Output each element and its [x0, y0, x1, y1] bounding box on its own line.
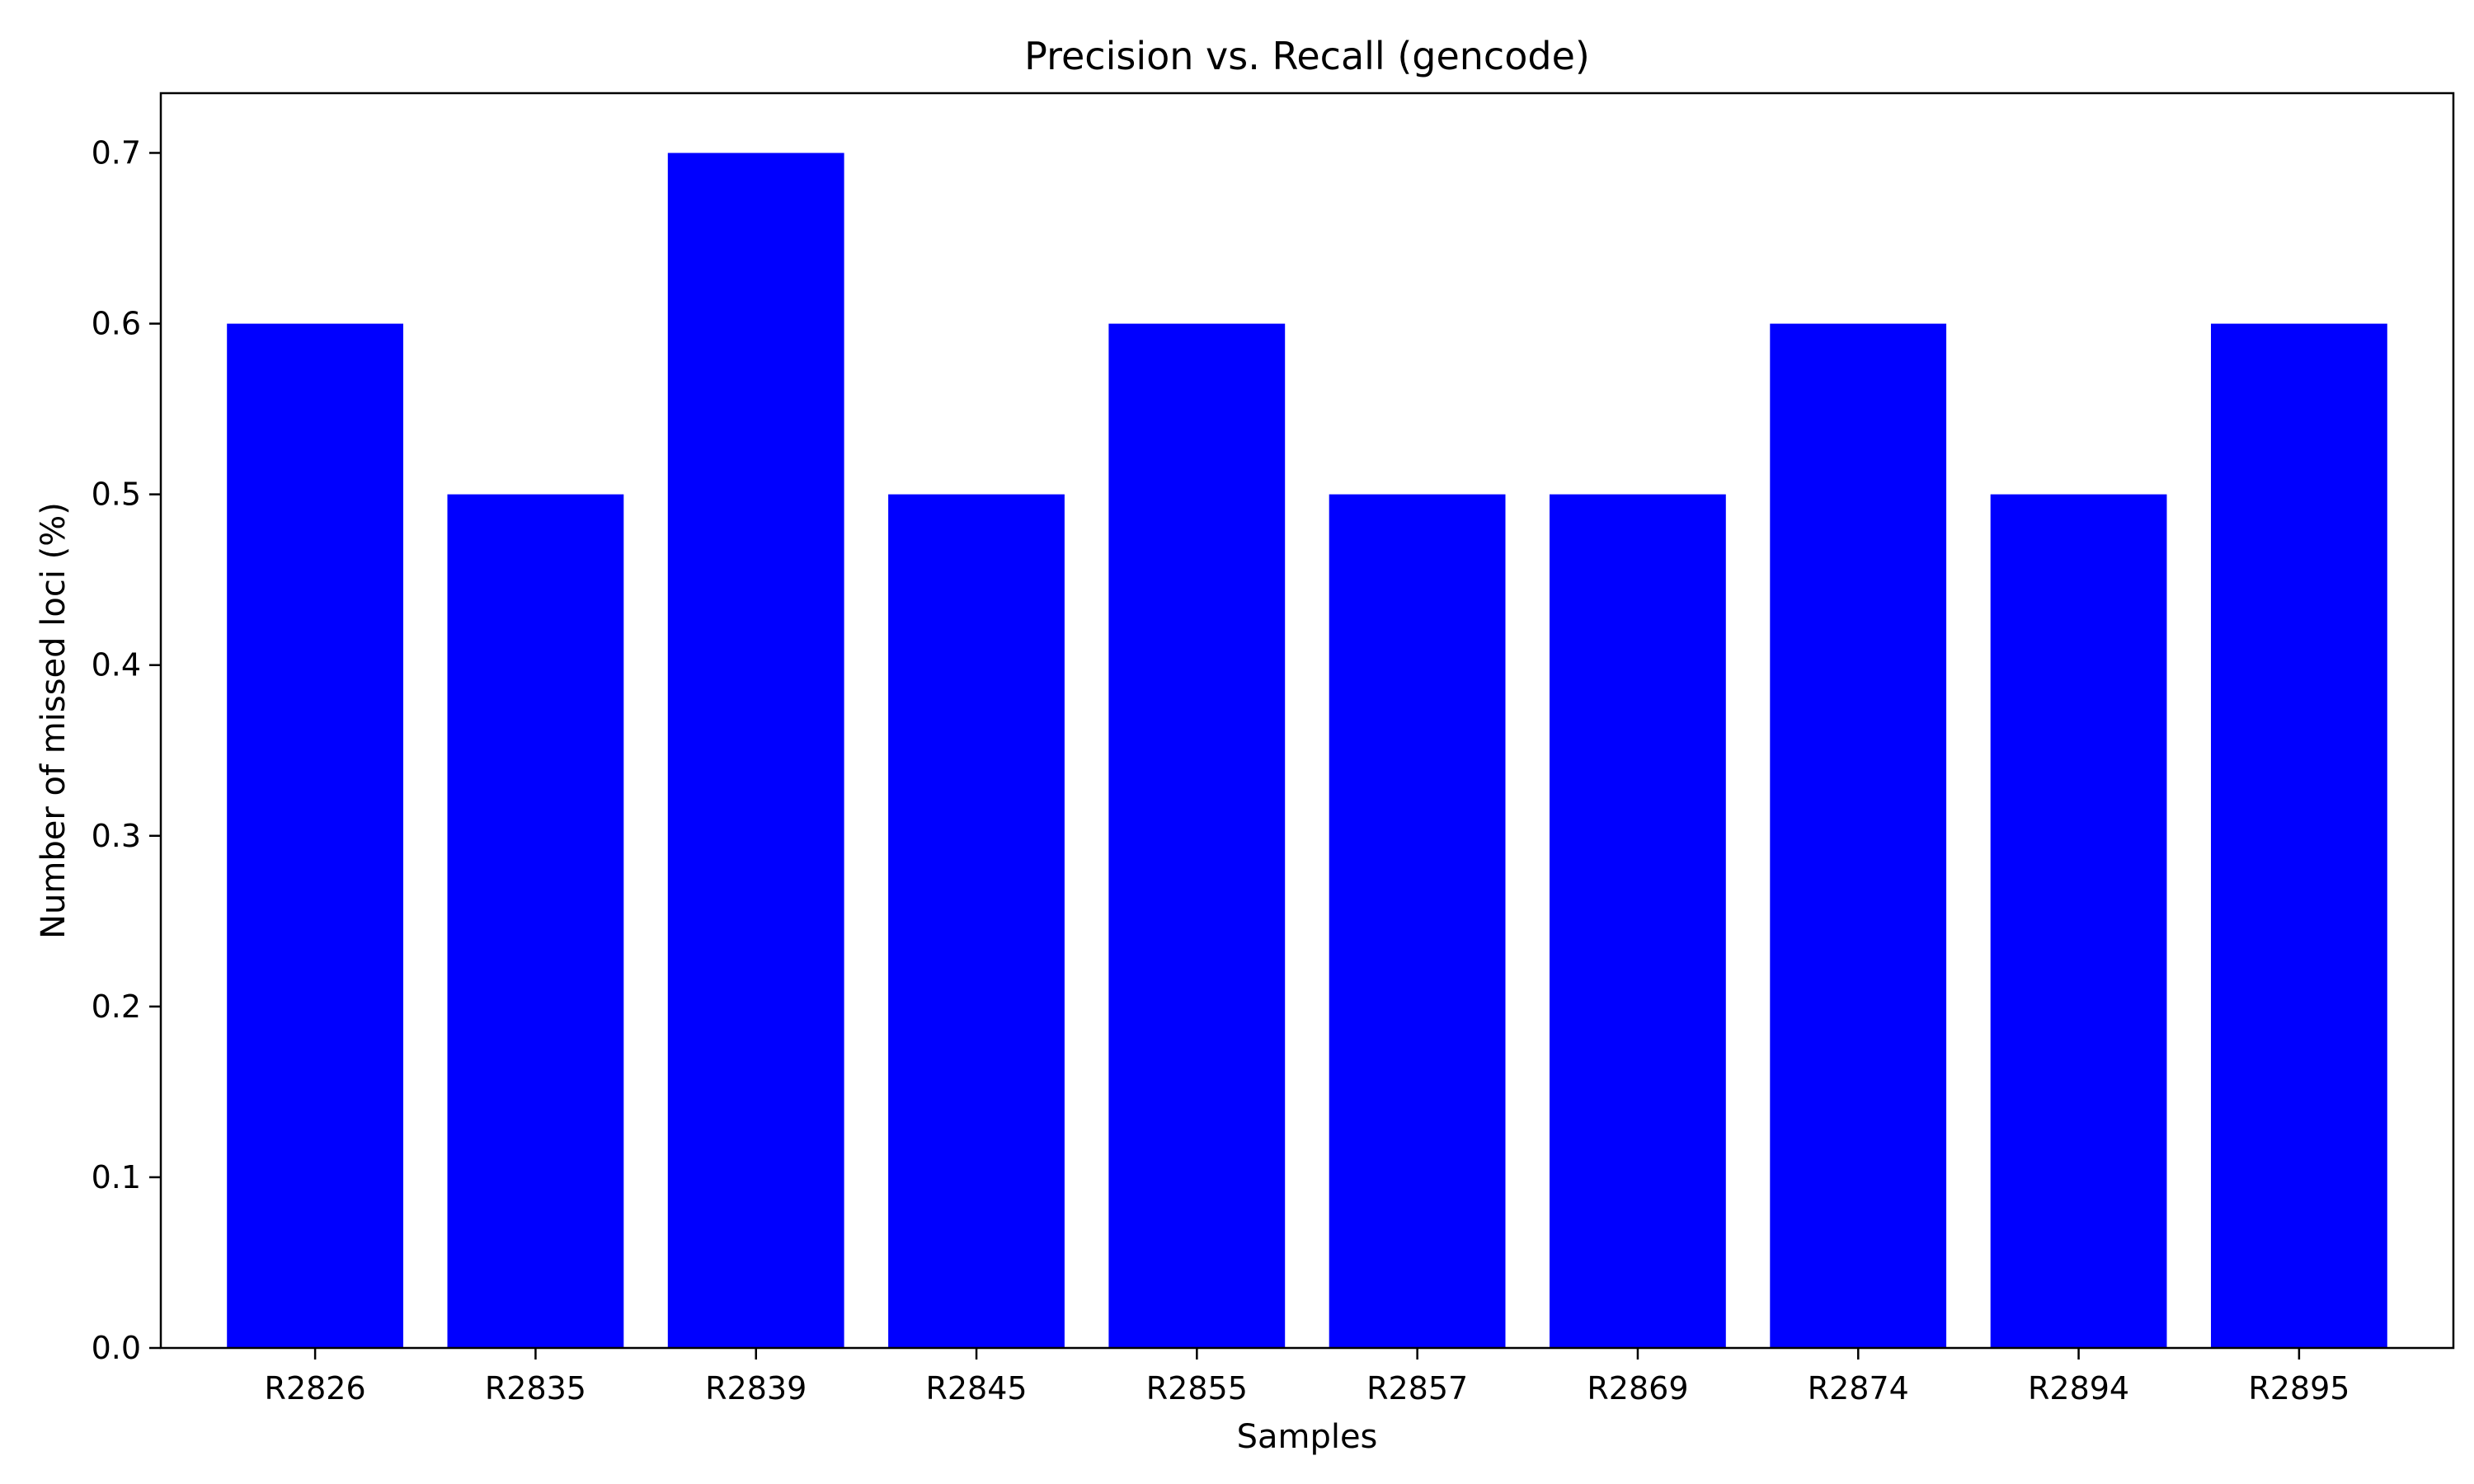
x-tick-label: R2857: [1366, 1370, 1468, 1407]
x-tick-label: R2845: [925, 1370, 1027, 1407]
x-tick-label: R2835: [485, 1370, 586, 1407]
plot-frame: [159, 92, 2455, 1350]
y-tick-label: 0.2: [92, 989, 141, 1025]
x-axis-label: Samples: [1237, 1418, 1378, 1456]
bar-R2895: [2211, 323, 2387, 1349]
x-tick-label: R2869: [1587, 1370, 1688, 1407]
bar-R2894: [1990, 494, 2167, 1348]
bar-R2839: [667, 153, 844, 1348]
bar-R2869: [1550, 494, 1726, 1348]
bars-group: [227, 153, 2387, 1349]
bar-R2826: [227, 323, 403, 1349]
bar-R2857: [1329, 494, 1506, 1348]
y-tick-label: 0.7: [92, 134, 141, 171]
chart-title: Precision vs. Recall (gencode): [1024, 34, 1590, 78]
x-tick-label: R2894: [2028, 1370, 2129, 1407]
x-tick-label: R2855: [1146, 1370, 1248, 1407]
y-tick-label: 0.1: [92, 1159, 141, 1195]
bar-R2874: [1770, 323, 1947, 1349]
y-tick-label: 0.3: [92, 818, 141, 854]
bar-R2845: [888, 494, 1065, 1348]
x-tick-label: R2826: [265, 1370, 366, 1407]
bar-R2835: [447, 494, 624, 1348]
y-tick-label: 0.6: [92, 306, 141, 342]
x-tick-label: R2839: [705, 1370, 807, 1407]
y-tick-label: 0.5: [92, 477, 141, 513]
x-axis: R2826 R2835 R2839 R2845 R2855 R2857 R2869 R2874…: [265, 1348, 2349, 1407]
bar-R2855: [1108, 323, 1286, 1349]
y-tick-label: 0.0: [92, 1330, 141, 1366]
x-tick-label: R2874: [1808, 1370, 1909, 1407]
y-axis: 0.0 0.1 0.2 0.3 0.4 0.5 0.6 0.7: [92, 134, 161, 1366]
x-tick-label: R2895: [2248, 1370, 2349, 1407]
y-tick-label: 0.4: [92, 647, 141, 683]
y-axis-label: Number of missed loci (%): [35, 502, 73, 939]
